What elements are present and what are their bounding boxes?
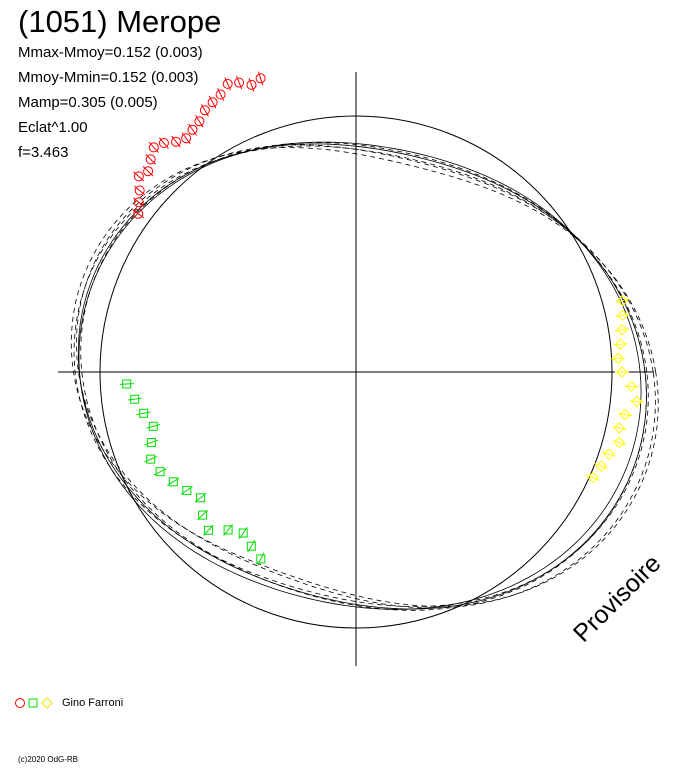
data-point-circle — [234, 77, 245, 88]
error-bar — [602, 451, 616, 457]
data-point-diamond — [616, 366, 628, 378]
data-point-square — [182, 485, 192, 495]
data-point-circle — [187, 124, 198, 135]
error-bar — [136, 411, 151, 416]
legend: Gino Farroni — [14, 697, 123, 709]
fit-curve — [78, 141, 642, 610]
data-point-circle — [133, 171, 144, 182]
data-point-diamond — [616, 294, 629, 307]
data-point-circle — [133, 208, 144, 219]
error-bar — [127, 397, 142, 401]
data-point-circle — [171, 136, 181, 147]
data-point-square — [146, 438, 156, 447]
fit-curve — [75, 144, 656, 609]
legend-circle-marker — [15, 698, 25, 708]
data-point-diamond — [613, 436, 625, 449]
data-point-diamond — [631, 395, 643, 408]
error-bar — [203, 524, 214, 536]
stat-eclat: Eclat^1.00 — [18, 119, 88, 136]
data-point-diamond — [613, 422, 626, 434]
data-point-diamond — [587, 471, 599, 484]
data-point-square — [146, 454, 156, 464]
data-point-diamond — [616, 309, 629, 322]
stats-block: Mmax-Mmoy=0.152 (0.003) Mmoy-Mmin=0.152 … — [18, 44, 203, 169]
data-points — [119, 71, 644, 566]
data-point-circle — [133, 197, 144, 208]
data-point-circle — [158, 138, 169, 148]
data-point-circle — [246, 79, 257, 90]
data-point-square — [139, 408, 149, 418]
fit-curve — [77, 143, 647, 610]
error-bar — [119, 383, 134, 385]
data-point-circle — [194, 116, 205, 127]
data-point-square — [246, 541, 256, 551]
error-bar — [197, 509, 209, 521]
legend-square-marker — [28, 698, 38, 708]
fit-curve — [70, 147, 659, 607]
stat-f: f=3.463 — [18, 144, 69, 161]
data-point-square — [198, 510, 208, 520]
error-bar — [146, 424, 161, 429]
data-point-square — [256, 554, 266, 564]
data-point-diamond — [625, 380, 638, 393]
data-point-circle — [215, 89, 226, 100]
data-point-circle — [143, 166, 154, 177]
stat-mmoy-mmin: Mmoy-Mmin=0.152 (0.003) — [18, 69, 199, 86]
stat-mmax-mmoy: Mmax-Mmoy=0.152 (0.003) — [18, 44, 203, 61]
data-point-square — [130, 394, 140, 404]
error-bar — [586, 474, 600, 481]
mean-circle — [99, 115, 613, 629]
data-point-circle — [145, 154, 156, 165]
data-point-diamond — [619, 408, 631, 421]
chart-title: (1051) Merope — [18, 4, 222, 39]
data-point-circle — [148, 142, 159, 153]
data-point-square — [148, 421, 158, 431]
error-bar — [594, 463, 608, 470]
data-point-circle — [199, 105, 210, 116]
data-point-diamond — [603, 448, 615, 460]
fit-curve — [80, 142, 647, 611]
data-point-diamond — [612, 352, 624, 364]
data-point-diamond — [616, 324, 628, 336]
data-point-square — [122, 379, 132, 389]
data-point-square — [238, 528, 248, 538]
data-point-circle — [222, 78, 233, 89]
data-point-square — [168, 477, 178, 487]
data-point-circle — [181, 133, 192, 144]
data-point-square — [196, 493, 206, 503]
stat-mamp: Mamp=0.305 (0.005) — [18, 94, 158, 111]
fit-curves — [70, 141, 659, 611]
data-point-circle — [207, 97, 218, 108]
data-point-square — [223, 525, 233, 535]
data-point-circle — [255, 73, 266, 84]
copyright: (c)2020 OdG-RB — [18, 755, 79, 764]
data-point-circle — [134, 185, 145, 196]
error-bar — [615, 298, 630, 303]
reference-circle — [99, 115, 613, 629]
legend-diamond-marker — [41, 697, 53, 709]
fit-curve — [73, 145, 649, 608]
data-point-square — [203, 525, 213, 535]
data-point-diamond — [595, 460, 607, 472]
error-bar — [144, 439, 159, 446]
data-point-square — [155, 467, 165, 477]
legend-markers — [15, 697, 53, 709]
axes — [58, 72, 654, 666]
legend-observer-name: Gino Farroni — [62, 697, 124, 709]
data-point-diamond — [614, 338, 627, 350]
